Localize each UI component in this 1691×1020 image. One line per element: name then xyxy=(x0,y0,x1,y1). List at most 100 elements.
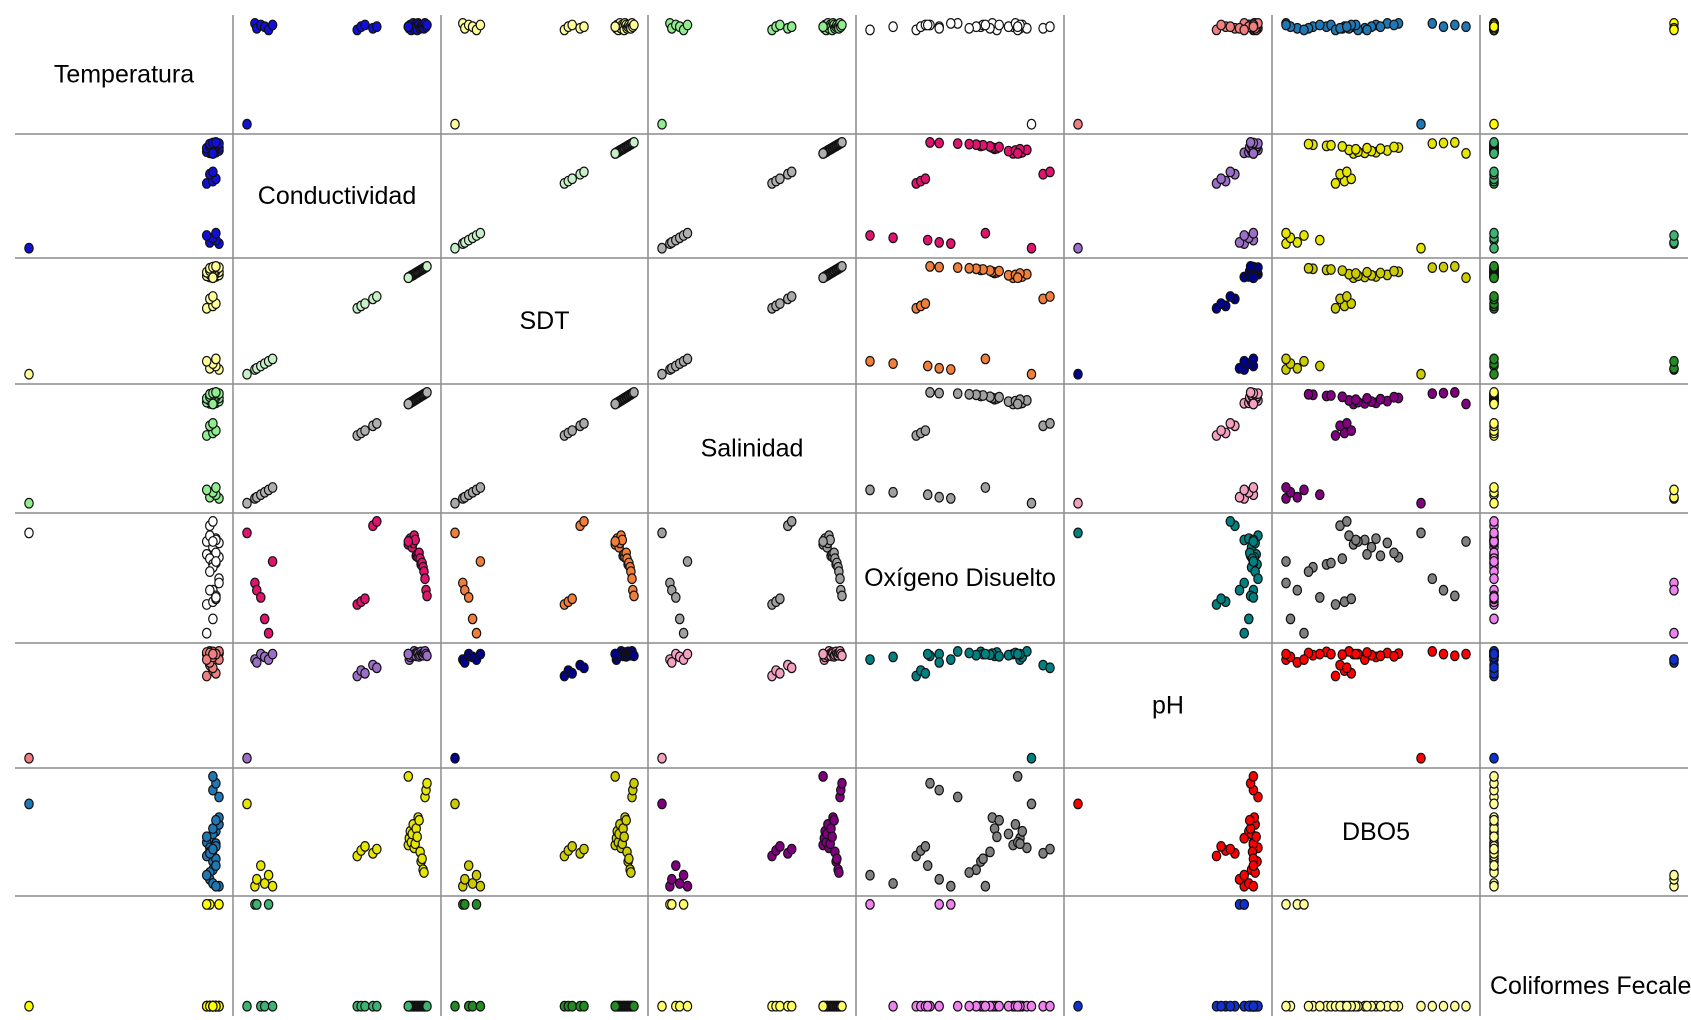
scatter-point xyxy=(360,667,370,679)
scatter-point xyxy=(1010,819,1021,830)
scatter-point xyxy=(1026,242,1037,254)
scatter-point xyxy=(208,613,218,625)
scatter-point xyxy=(1351,268,1361,279)
scatter-point xyxy=(1489,771,1499,782)
scatter-point xyxy=(371,21,382,33)
scatter-point xyxy=(1326,139,1336,151)
scatter-point xyxy=(1303,1000,1314,1012)
scatter-point xyxy=(1292,362,1303,374)
scatter-point xyxy=(1362,142,1372,154)
scatter-point xyxy=(1366,541,1377,553)
scatter-point xyxy=(1489,166,1499,178)
scatter-point xyxy=(1669,230,1679,241)
scatter-point xyxy=(888,232,898,244)
scatter-point xyxy=(371,662,382,674)
scatter-point xyxy=(610,21,620,33)
scatter-point xyxy=(920,425,931,437)
scatter-point xyxy=(945,899,956,910)
scatter-point xyxy=(1244,814,1255,826)
scatter-point xyxy=(1073,118,1083,130)
scatter-point xyxy=(1489,242,1499,254)
scatter-point xyxy=(980,880,991,892)
scatter-point xyxy=(1281,899,1291,910)
scatter-point xyxy=(786,291,797,302)
scatter-point xyxy=(1073,527,1083,539)
scatter-point xyxy=(818,21,828,33)
scatter-point xyxy=(1225,418,1236,429)
scatter-point xyxy=(888,358,898,370)
variable-label-coliformes-fecales: Coliformes Fecales xyxy=(1490,972,1691,1000)
scatter-point xyxy=(267,556,278,567)
scatter-point xyxy=(1015,838,1025,850)
scatter-point xyxy=(360,593,370,605)
scatter-point xyxy=(267,353,278,365)
scatter-point xyxy=(1375,550,1386,562)
scatter-point xyxy=(1669,24,1679,36)
scatter-point xyxy=(1461,21,1471,33)
scatter-point xyxy=(1489,227,1499,239)
scatter-point xyxy=(201,831,212,843)
scatter-point xyxy=(775,1000,785,1012)
scatter-point xyxy=(1375,143,1386,155)
scatter-point xyxy=(1489,573,1499,585)
scatter-point xyxy=(920,298,931,310)
scatter-point xyxy=(1281,19,1291,31)
scatter-point xyxy=(1362,1000,1372,1012)
scatter-point xyxy=(1285,613,1296,625)
scatter-point xyxy=(1239,577,1249,589)
scatter-point xyxy=(786,662,797,674)
scatter-point xyxy=(786,843,797,855)
panel-conductividad-vs-ph xyxy=(1073,136,1263,254)
scatter-point xyxy=(1337,553,1348,565)
scatter-point xyxy=(205,584,215,596)
scatter-point xyxy=(1026,798,1037,810)
scatter-point xyxy=(1299,627,1309,639)
scatter-point xyxy=(1326,557,1336,569)
scatter-point xyxy=(1248,860,1259,871)
scatter-point xyxy=(1216,593,1226,605)
scatter-point xyxy=(1416,368,1426,380)
scatter-point xyxy=(1375,1000,1386,1012)
scatter-point xyxy=(1489,387,1499,398)
scatter-point xyxy=(1427,262,1438,274)
panel-dbo5-vs-salinidad xyxy=(657,771,847,892)
panel-temperatura-vs-sdt xyxy=(450,17,639,130)
scatter-point xyxy=(1489,21,1499,33)
scatter-point xyxy=(1489,592,1499,603)
scatter-point xyxy=(837,1000,847,1012)
scatter-point xyxy=(888,486,898,498)
scatter-point xyxy=(1669,654,1679,665)
scatter-point xyxy=(945,238,956,250)
scatter-point xyxy=(629,590,639,602)
scatter-point xyxy=(1248,272,1259,284)
scatter-point xyxy=(964,388,974,400)
panel-ph-vs-conductividad xyxy=(242,646,432,764)
scatter-point xyxy=(1427,17,1438,29)
scatter-point xyxy=(1315,489,1325,501)
scatter-point xyxy=(567,841,577,852)
scatter-point xyxy=(934,236,944,248)
scatter-point xyxy=(835,573,845,585)
scatter-point xyxy=(567,1000,577,1012)
scatter-point xyxy=(1330,177,1341,189)
scatter-point xyxy=(1248,592,1259,603)
scatter-point xyxy=(865,899,875,910)
scatter-point xyxy=(980,353,991,365)
scatter-point xyxy=(627,573,637,585)
panel-temperatura-vs-salinidad xyxy=(657,17,847,130)
scatter-point xyxy=(934,784,944,796)
scatter-point xyxy=(1045,291,1055,302)
scatter-point xyxy=(1315,234,1325,246)
scatter-point xyxy=(475,556,486,567)
scatter-point xyxy=(1281,556,1291,567)
scatter-point xyxy=(925,387,935,398)
panel-dbo5-vs-sdt xyxy=(450,771,639,892)
variable-label-conductividad: Conductividad xyxy=(258,182,416,210)
panel-salinidad-vs-conductividad xyxy=(242,387,432,509)
scatter-point xyxy=(371,418,382,429)
scatter-point xyxy=(1239,899,1249,910)
scatter-point xyxy=(208,166,218,178)
scatter-point xyxy=(459,899,470,910)
scatter-point xyxy=(24,497,34,509)
scatter-point xyxy=(1244,613,1254,625)
